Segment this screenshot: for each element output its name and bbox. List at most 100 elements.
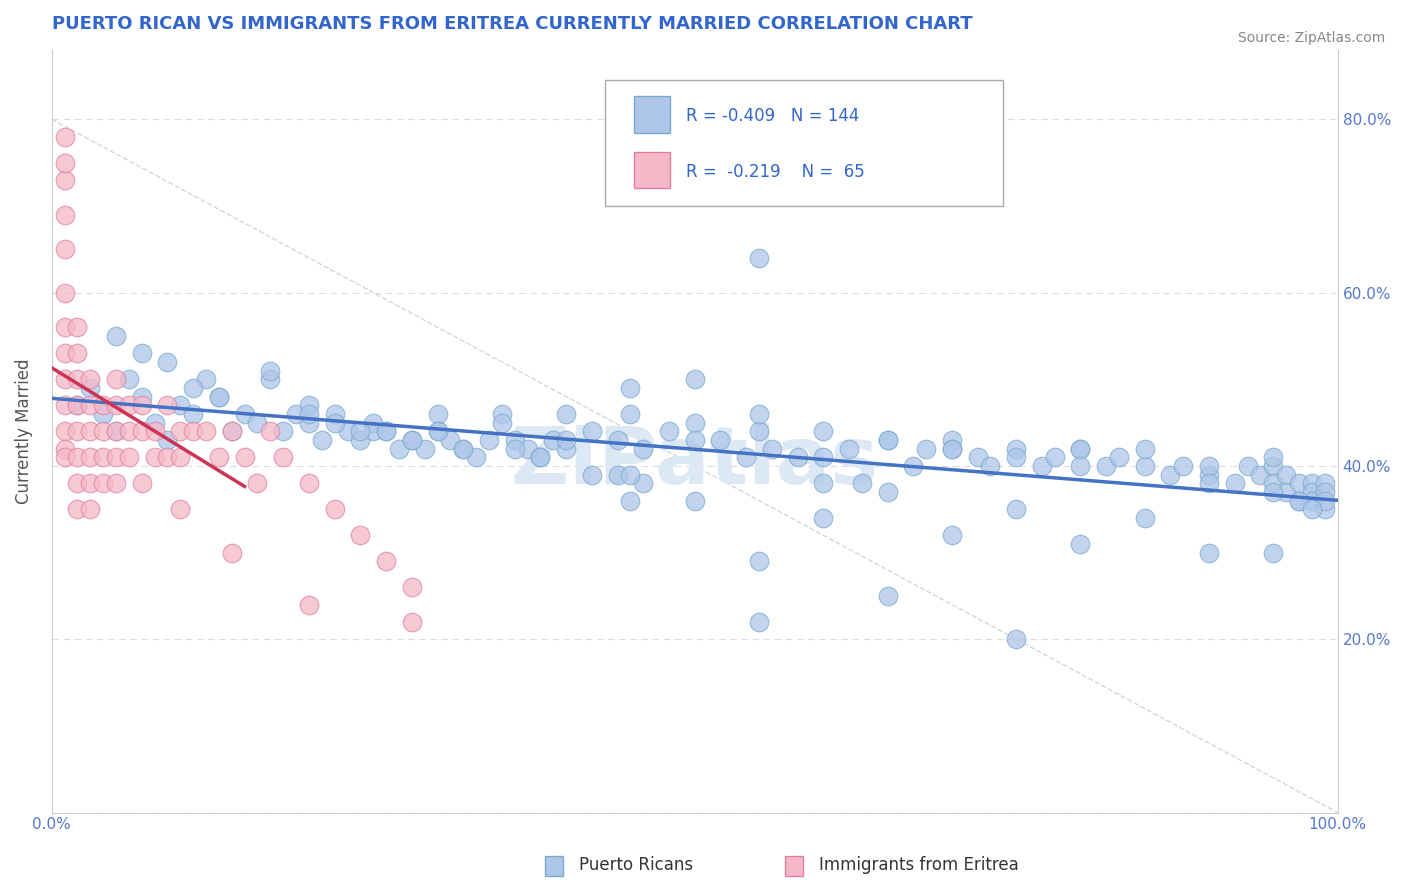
Point bbox=[66, 502, 89, 516]
Point bbox=[323, 416, 346, 430]
Point bbox=[208, 390, 231, 404]
Point bbox=[169, 502, 191, 516]
Point bbox=[259, 424, 281, 438]
FancyBboxPatch shape bbox=[634, 152, 671, 188]
Point bbox=[683, 493, 706, 508]
Point bbox=[91, 407, 114, 421]
Point bbox=[156, 355, 179, 369]
Point bbox=[1043, 450, 1066, 465]
Point bbox=[1263, 476, 1285, 491]
Point bbox=[53, 173, 76, 187]
Point bbox=[361, 424, 384, 438]
Point bbox=[451, 442, 474, 456]
Point bbox=[709, 433, 731, 447]
Point bbox=[349, 433, 371, 447]
Text: PUERTO RICAN VS IMMIGRANTS FROM ERITREA CURRENTLY MARRIED CORRELATION CHART: PUERTO RICAN VS IMMIGRANTS FROM ERITREA … bbox=[52, 15, 973, 33]
Bar bbox=[785, 856, 803, 876]
Point bbox=[156, 398, 179, 412]
Point bbox=[131, 346, 153, 360]
Bar bbox=[546, 856, 564, 876]
Point bbox=[66, 320, 89, 334]
Point bbox=[79, 381, 101, 395]
Point bbox=[1288, 493, 1310, 508]
Point bbox=[105, 476, 128, 491]
Point bbox=[1069, 442, 1091, 456]
Point bbox=[311, 433, 333, 447]
Point bbox=[1095, 458, 1118, 473]
Point bbox=[298, 476, 321, 491]
Point bbox=[581, 424, 603, 438]
Point bbox=[966, 450, 988, 465]
Point bbox=[619, 381, 641, 395]
Point bbox=[633, 442, 655, 456]
Point bbox=[439, 433, 461, 447]
Point bbox=[271, 424, 294, 438]
Point bbox=[606, 467, 628, 482]
Point bbox=[915, 442, 938, 456]
Point bbox=[541, 433, 564, 447]
Point bbox=[478, 433, 501, 447]
Point bbox=[91, 450, 114, 465]
Point bbox=[1313, 493, 1336, 508]
Point bbox=[1005, 502, 1028, 516]
Point bbox=[169, 450, 191, 465]
Point bbox=[1133, 458, 1156, 473]
Point bbox=[91, 424, 114, 438]
FancyBboxPatch shape bbox=[605, 80, 1004, 206]
Point bbox=[361, 416, 384, 430]
Point bbox=[748, 251, 770, 265]
Point bbox=[748, 407, 770, 421]
Point bbox=[683, 433, 706, 447]
Point bbox=[259, 372, 281, 386]
Point bbox=[91, 476, 114, 491]
Point bbox=[465, 450, 488, 465]
Point bbox=[66, 346, 89, 360]
Point bbox=[1223, 476, 1246, 491]
Point bbox=[619, 493, 641, 508]
Point bbox=[748, 424, 770, 438]
Point bbox=[233, 407, 256, 421]
Point bbox=[1301, 493, 1323, 508]
Point bbox=[105, 424, 128, 438]
Text: Immigrants from Eritrea: Immigrants from Eritrea bbox=[818, 856, 1018, 874]
Point bbox=[118, 450, 141, 465]
Point bbox=[1288, 493, 1310, 508]
Point bbox=[401, 580, 423, 594]
Point bbox=[118, 372, 141, 386]
Point bbox=[838, 442, 860, 456]
Point bbox=[143, 424, 166, 438]
Point bbox=[1313, 502, 1336, 516]
Point bbox=[1108, 450, 1130, 465]
Point bbox=[581, 467, 603, 482]
Point bbox=[491, 416, 513, 430]
Point bbox=[1069, 458, 1091, 473]
Point bbox=[813, 476, 835, 491]
Point bbox=[1198, 458, 1220, 473]
Point bbox=[1198, 545, 1220, 559]
Point bbox=[761, 442, 783, 456]
Point bbox=[336, 424, 359, 438]
Point bbox=[813, 450, 835, 465]
Point bbox=[79, 450, 101, 465]
Point bbox=[105, 398, 128, 412]
Point bbox=[181, 407, 204, 421]
Point bbox=[516, 442, 538, 456]
Point bbox=[246, 476, 269, 491]
Point bbox=[349, 424, 371, 438]
Point bbox=[1159, 467, 1181, 482]
Point bbox=[298, 398, 321, 412]
Point bbox=[143, 450, 166, 465]
Point bbox=[876, 433, 898, 447]
Point bbox=[53, 207, 76, 221]
Point bbox=[503, 433, 526, 447]
Point bbox=[53, 442, 76, 456]
Point bbox=[298, 598, 321, 612]
Point bbox=[388, 442, 411, 456]
Point bbox=[53, 398, 76, 412]
Point bbox=[221, 424, 243, 438]
Point bbox=[156, 450, 179, 465]
Point bbox=[298, 407, 321, 421]
Point bbox=[131, 424, 153, 438]
Point bbox=[1275, 484, 1298, 499]
Point bbox=[181, 424, 204, 438]
